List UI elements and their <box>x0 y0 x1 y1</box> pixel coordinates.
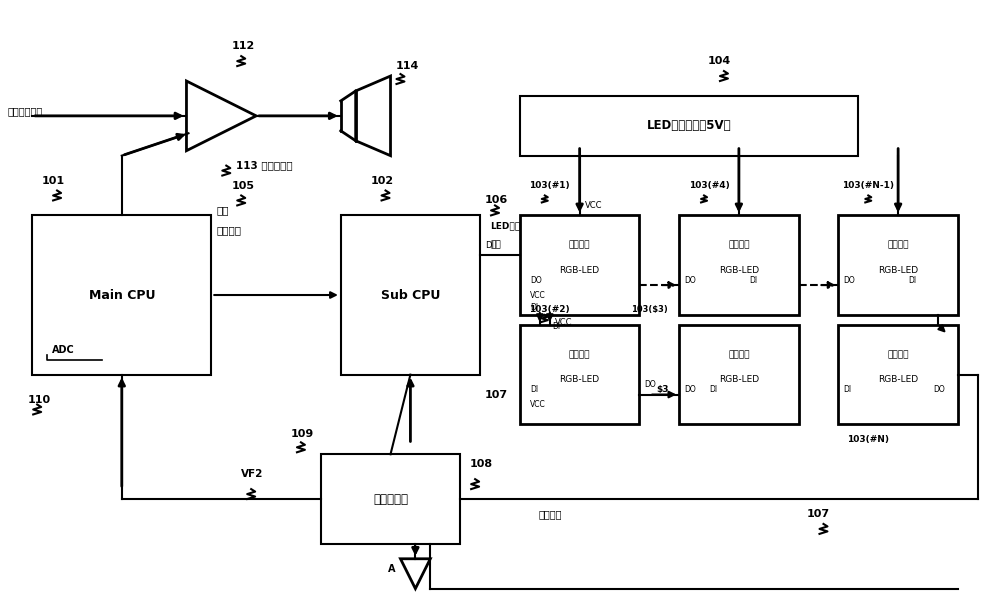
Text: 114: 114 <box>395 61 419 71</box>
Text: 环回确认: 环回确认 <box>538 509 562 519</box>
Text: 微机内置: 微机内置 <box>728 350 750 359</box>
Text: RGB-LED: RGB-LED <box>878 265 918 275</box>
Text: DI: DI <box>709 385 717 394</box>
Text: 微机内置: 微机内置 <box>569 350 590 359</box>
Text: VCC: VCC <box>585 202 602 211</box>
Text: DO: DO <box>530 275 542 284</box>
Text: DI: DI <box>749 275 757 284</box>
Text: DI: DI <box>843 385 852 394</box>
Text: DO: DO <box>644 380 656 389</box>
Text: DI: DI <box>530 303 538 312</box>
Text: A: A <box>388 563 395 574</box>
Text: 103(#N): 103(#N) <box>847 435 889 444</box>
Text: 103(#N-1): 103(#N-1) <box>842 181 894 190</box>
Text: RGB-LED: RGB-LED <box>560 375 600 384</box>
Bar <box>32 215 211 375</box>
Text: 112: 112 <box>231 41 255 51</box>
Text: Main CPU: Main CPU <box>89 289 155 302</box>
Text: $3: $3 <box>657 385 669 394</box>
Text: RGB-LED: RGB-LED <box>878 375 918 384</box>
Text: LED控制: LED控制 <box>490 221 520 230</box>
Text: VF2: VF2 <box>241 469 264 479</box>
Text: 110: 110 <box>27 394 50 405</box>
Text: 103(#1): 103(#1) <box>529 181 570 190</box>
Bar <box>679 215 799 315</box>
Text: DO: DO <box>843 275 855 284</box>
Bar <box>520 325 639 424</box>
Text: 微机内置: 微机内置 <box>569 241 590 250</box>
Bar <box>321 454 460 544</box>
Text: LED专用电源（5V）: LED专用电源（5V） <box>647 120 731 132</box>
Bar <box>679 325 799 424</box>
Text: RGB-LED: RGB-LED <box>560 265 600 275</box>
Bar <box>838 325 958 424</box>
Text: VCC: VCC <box>530 400 546 409</box>
Text: 107: 107 <box>807 509 830 519</box>
Text: RGB-LED: RGB-LED <box>719 265 759 275</box>
Text: 109: 109 <box>291 430 314 439</box>
Text: DO: DO <box>933 385 945 394</box>
Text: 101: 101 <box>42 176 65 186</box>
Text: Sub CPU: Sub CPU <box>381 289 440 302</box>
Text: VCC: VCC <box>530 290 546 299</box>
Text: 107: 107 <box>485 390 508 400</box>
Text: 平滑化电路: 平滑化电路 <box>373 493 408 506</box>
Bar <box>520 215 639 315</box>
Text: 103(#2): 103(#2) <box>529 305 570 314</box>
Text: DI: DI <box>552 322 560 331</box>
Text: 104: 104 <box>707 56 731 66</box>
Bar <box>838 215 958 315</box>
Text: RGB-LED: RGB-LED <box>719 375 759 384</box>
Text: DI: DI <box>485 241 494 250</box>
Text: 信号: 信号 <box>490 241 501 250</box>
Bar <box>341 215 480 375</box>
Text: 113 放大器增益: 113 放大器增益 <box>236 161 293 171</box>
Text: 102: 102 <box>371 176 394 186</box>
Text: 亮度: 亮度 <box>216 205 229 215</box>
Text: 103(#4): 103(#4) <box>689 181 729 190</box>
Text: ADC: ADC <box>52 345 75 355</box>
Text: 106: 106 <box>485 195 508 205</box>
Text: DI: DI <box>530 385 538 394</box>
Text: 来自音乐音源: 来自音乐音源 <box>7 106 43 116</box>
Text: 105: 105 <box>231 180 254 190</box>
Text: DI: DI <box>908 275 916 284</box>
Bar <box>520 96 858 156</box>
Text: 控制信号: 控制信号 <box>216 226 241 235</box>
Text: DO: DO <box>684 275 696 284</box>
Text: DO: DO <box>684 385 696 394</box>
Text: VCC: VCC <box>555 318 572 327</box>
Text: 108: 108 <box>470 459 493 469</box>
Text: 103($3): 103($3) <box>631 305 668 314</box>
Text: 微机内置: 微机内置 <box>728 241 750 250</box>
Text: 微机内置: 微机内置 <box>887 350 909 359</box>
Text: 微机内置: 微机内置 <box>887 241 909 250</box>
